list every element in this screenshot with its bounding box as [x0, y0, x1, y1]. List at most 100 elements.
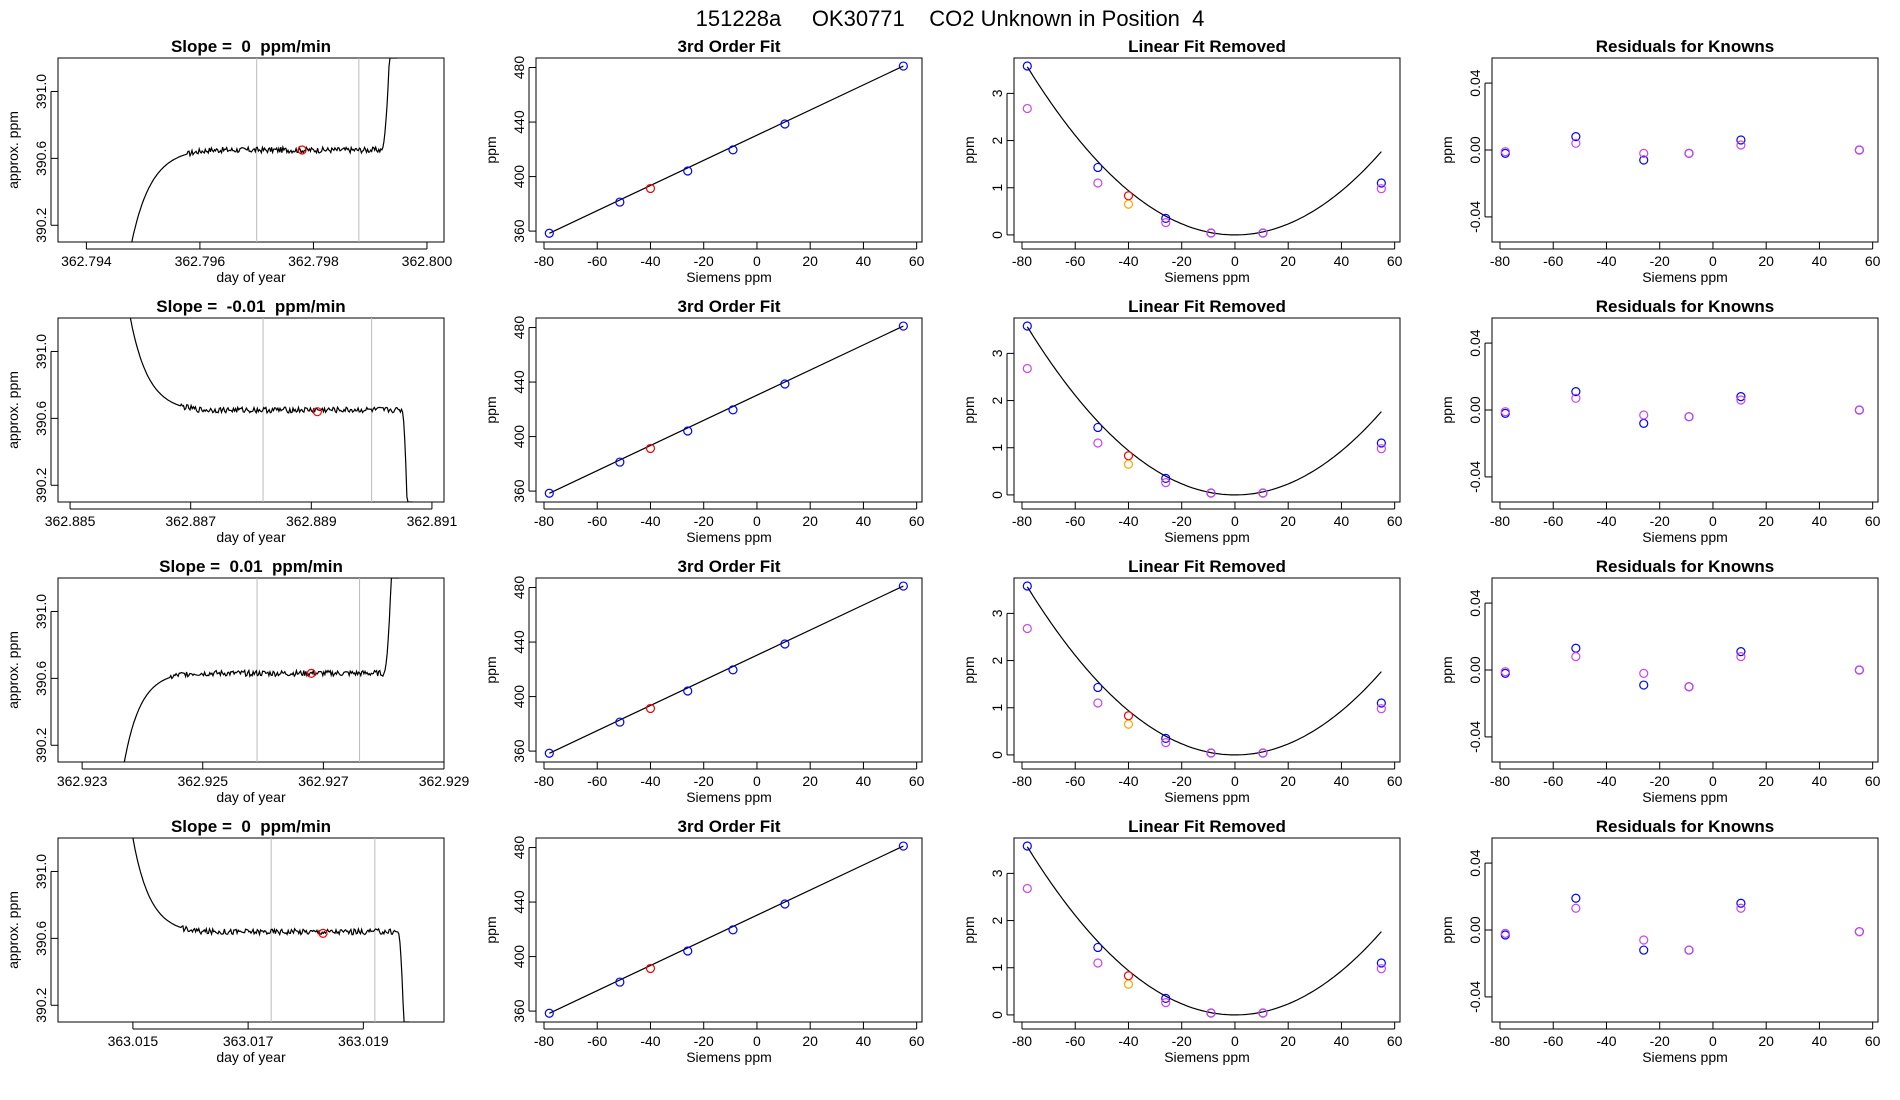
chart-title: 3rd Order Fit — [678, 817, 781, 836]
data-point — [1376, 704, 1386, 714]
chart-title: Slope = 0.01 ppm/min — [159, 557, 343, 576]
data-point — [1123, 191, 1134, 201]
chart-title: Linear Fit Removed — [1128, 297, 1286, 316]
x-axis-label: Siemens ppm — [686, 1049, 772, 1065]
y-tick-label: -0.04 — [1467, 461, 1483, 493]
x-tick-label: -40 — [1118, 253, 1138, 269]
y-tick-label: 390.6 — [33, 921, 49, 956]
data-point — [1571, 132, 1581, 142]
data-point — [728, 405, 738, 415]
fit-line — [549, 325, 904, 494]
x-tick-label: 60 — [1865, 1033, 1881, 1049]
data-point — [1206, 488, 1216, 498]
data-point — [1736, 903, 1746, 913]
data-point — [1258, 228, 1268, 238]
data-point — [1022, 883, 1032, 894]
chart-title: Slope = 0 ppm/min — [171, 37, 331, 56]
x-tick-label: -20 — [694, 773, 714, 789]
x-tick-label: 0 — [1231, 253, 1239, 269]
x-tick-label: 362.887 — [165, 513, 216, 529]
chart-title: Slope = -0.01 ppm/min — [156, 297, 345, 316]
mean-point-marker — [312, 407, 322, 417]
fit-curve — [1026, 326, 1382, 496]
data-point — [1022, 841, 1032, 851]
y-tick-label: 3 — [989, 869, 1005, 877]
y-axis-label: ppm — [961, 396, 977, 423]
data-point — [1500, 407, 1510, 417]
data-point — [1093, 162, 1103, 173]
x-axis-label: Siemens ppm — [1642, 529, 1728, 545]
y-tick-label: 440 — [511, 370, 527, 394]
x-tick-label: -40 — [1118, 1033, 1138, 1049]
data-point — [1376, 964, 1386, 974]
y-axis-label: ppm — [483, 656, 499, 683]
data-point — [683, 686, 693, 696]
y-axis-label: ppm — [1439, 916, 1455, 943]
data-point — [1854, 405, 1864, 415]
x-tick-label: -80 — [1012, 253, 1032, 269]
x-tick-label: -40 — [1596, 513, 1616, 529]
plot-area — [1500, 387, 1864, 428]
x-tick-label: -20 — [1172, 773, 1192, 789]
plot-area — [1500, 132, 1864, 165]
y-tick-label: 0.04 — [1467, 329, 1483, 356]
x-tick-label: -80 — [1490, 513, 1510, 529]
y-tick-label: 480 — [511, 316, 527, 340]
x-tick-label: 20 — [802, 513, 818, 529]
data-point — [1093, 958, 1103, 968]
chart-panel: Linear Fit Removed-80 -60 -40 -20 0 20 40 60Sie… — [961, 817, 1403, 1065]
y-tick-label: 480 — [511, 836, 527, 860]
data-point — [683, 166, 693, 176]
plot-area — [132, 838, 410, 1022]
data-point — [1571, 138, 1581, 148]
data-point — [645, 963, 656, 974]
data-point — [1736, 646, 1746, 657]
plot-frame — [57, 317, 445, 503]
data-point — [1123, 971, 1134, 981]
x-tick-label: -60 — [587, 253, 607, 269]
data-point — [1022, 321, 1032, 331]
data-point — [1161, 733, 1171, 744]
data-point — [1161, 473, 1171, 484]
x-tick-label: 40 — [1812, 1033, 1828, 1049]
plot-frame — [535, 317, 923, 503]
x-tick-label: -40 — [640, 1033, 660, 1049]
x-tick-label: 362.891 — [407, 513, 458, 529]
y-tick-label: 0.04 — [1467, 589, 1483, 616]
x-tick-label: 40 — [856, 773, 872, 789]
x-tick-label: -80 — [534, 253, 554, 269]
x-tick-label: -20 — [694, 1033, 714, 1049]
y-tick-label: 2 — [989, 396, 1005, 404]
x-tick-label: 362.923 — [57, 773, 108, 789]
x-tick-label: 0 — [1709, 773, 1717, 789]
data-point — [1093, 438, 1103, 448]
x-tick-label: -80 — [534, 1033, 554, 1049]
y-tick-label: 390.2 — [33, 988, 49, 1023]
data-point — [898, 581, 908, 591]
data-point — [1376, 184, 1386, 194]
data-point — [1639, 410, 1649, 420]
data-point — [1093, 682, 1103, 693]
fit-line — [549, 585, 904, 754]
chart-panel: Slope = 0 ppm/min 362.794 362.796 362.798 36… — [5, 37, 452, 285]
plot-frame — [535, 837, 923, 1023]
mean-point-marker — [306, 668, 316, 678]
y-axis-label: ppm — [961, 656, 977, 683]
y-tick-label: 3 — [989, 609, 1005, 617]
y-axis-label: ppm — [483, 916, 499, 943]
x-tick-label: -60 — [1543, 253, 1563, 269]
data-point — [1161, 998, 1171, 1008]
chart-title: Slope = 0 ppm/min — [171, 817, 331, 836]
y-tick-label: 2 — [989, 656, 1005, 664]
plot-frame — [1013, 577, 1401, 763]
x-tick-label: 60 — [1387, 773, 1403, 789]
data-point — [1022, 363, 1032, 374]
x-axis-label: Siemens ppm — [1164, 529, 1250, 545]
plot-area — [131, 58, 398, 242]
data-point — [1639, 680, 1649, 690]
y-tick-label: 390.6 — [33, 141, 49, 176]
data-point — [1123, 719, 1134, 729]
x-tick-label: 20 — [1758, 773, 1774, 789]
x-tick-label: -60 — [1065, 1033, 1085, 1049]
x-tick-label: -40 — [1596, 1033, 1616, 1049]
